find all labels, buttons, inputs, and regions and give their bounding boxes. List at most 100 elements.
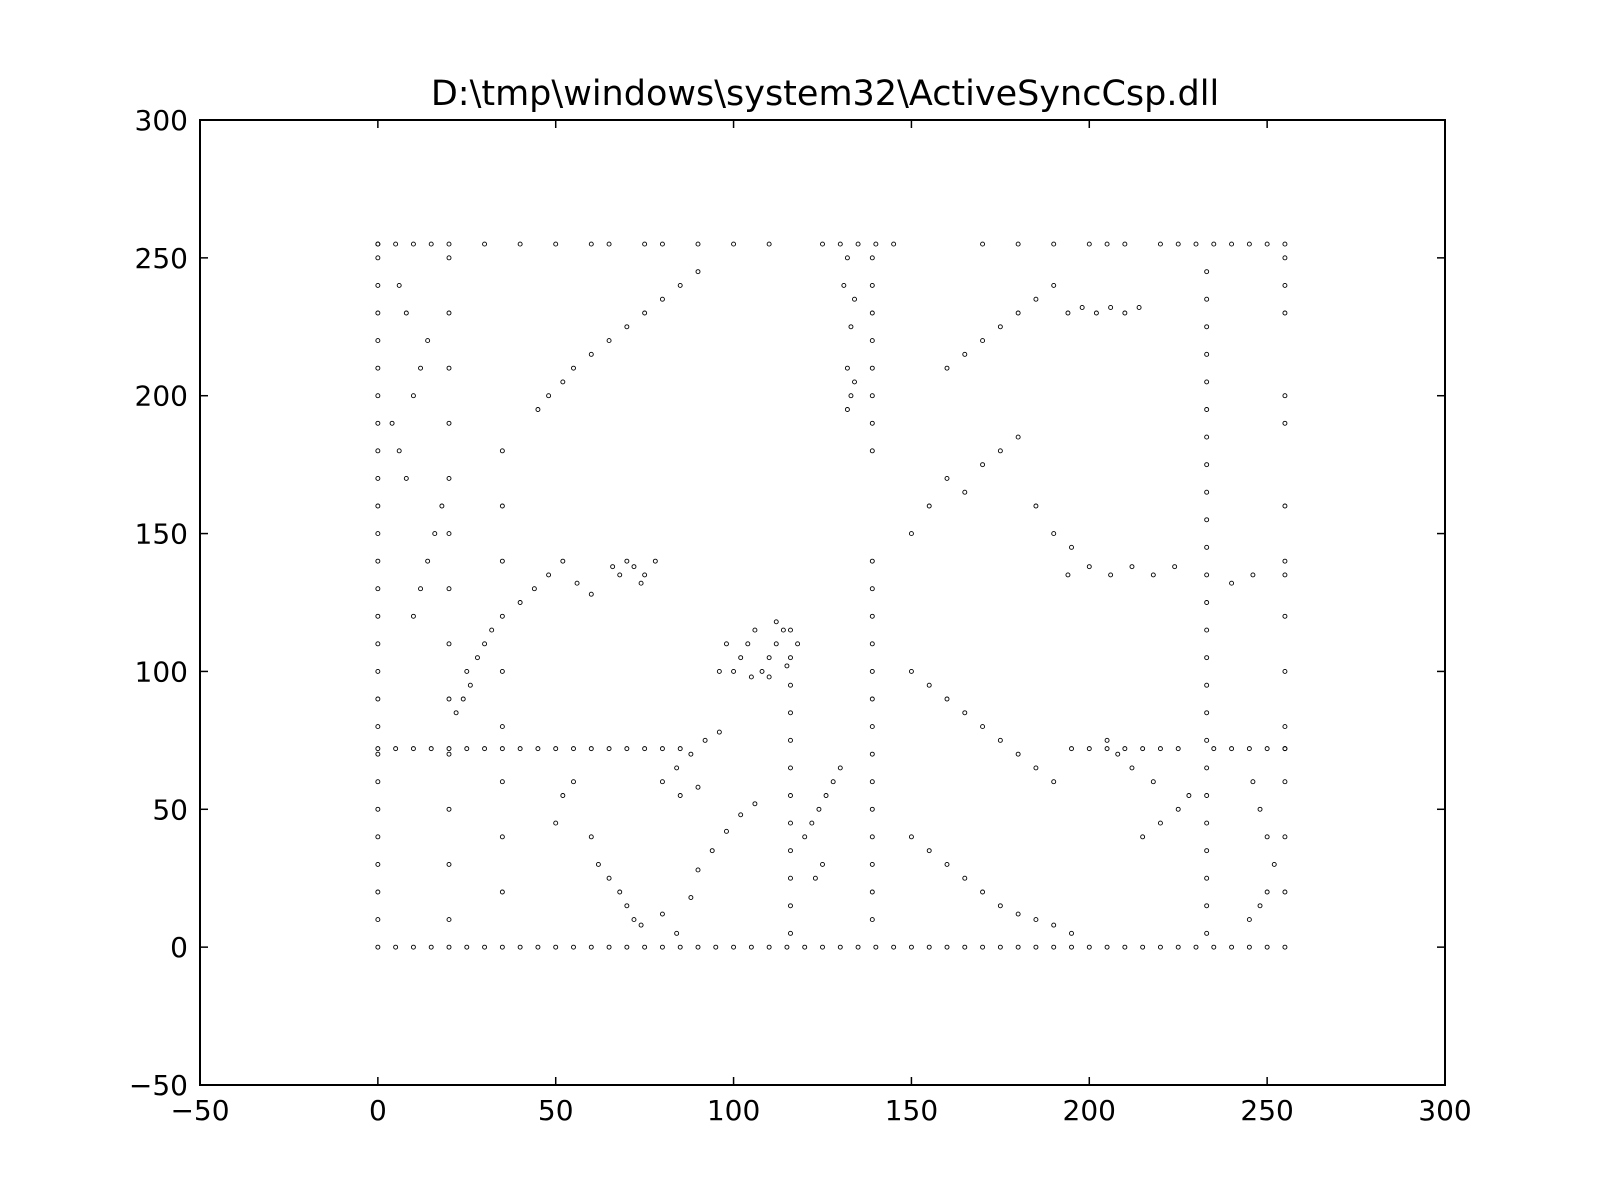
scatter-point xyxy=(482,241,488,247)
scatter-point xyxy=(375,255,381,261)
scatter-point xyxy=(869,779,875,785)
scatter-point xyxy=(410,746,416,752)
scatter-point xyxy=(1204,407,1210,412)
scatter-point xyxy=(375,746,381,752)
scatter-point xyxy=(1051,922,1057,928)
scatter-point xyxy=(588,351,594,357)
scatter-point xyxy=(610,564,616,570)
scatter-point xyxy=(802,834,808,840)
scatter-point xyxy=(869,282,875,288)
scatter-point xyxy=(588,241,594,247)
y-tick-label: 150 xyxy=(135,518,188,551)
scatter-point xyxy=(1204,820,1210,826)
scatter-point xyxy=(766,674,772,680)
scatter-point xyxy=(1122,746,1128,752)
scatter-point xyxy=(944,365,950,371)
scatter-point xyxy=(482,944,488,950)
scatter-point xyxy=(1157,820,1163,826)
scatter-point xyxy=(1282,613,1288,619)
y-tick-label: 250 xyxy=(135,242,188,275)
scatter-point xyxy=(1115,751,1121,757)
scatter-point xyxy=(1204,489,1210,495)
scatter-point xyxy=(659,746,665,752)
scatter-point xyxy=(1204,765,1210,771)
y-axis: −50 0 50 100 150 200 250 300 xyxy=(129,104,1445,1102)
scatter-point xyxy=(784,944,790,950)
scatter-point xyxy=(784,663,790,669)
scatter-point xyxy=(631,917,637,923)
scatter-point xyxy=(1150,779,1156,785)
scatter-point xyxy=(1282,420,1288,426)
scatter-point xyxy=(1282,393,1288,399)
chart-title: D:\tmp\windows\system32\ActiveSyncCsp.dl… xyxy=(431,74,1219,114)
scatter-point xyxy=(869,393,875,399)
scatter-point xyxy=(1175,746,1181,752)
scatter-point xyxy=(752,801,758,807)
scatter-point xyxy=(1282,241,1288,247)
scatter-point xyxy=(869,806,875,812)
scatter-point xyxy=(403,310,409,316)
scatter-point xyxy=(855,241,861,247)
scatter-point xyxy=(1069,544,1074,550)
scatter-point xyxy=(482,641,488,647)
scatter-point xyxy=(869,613,875,619)
scatter-point xyxy=(788,793,793,798)
scatter-point xyxy=(499,448,505,454)
scatter-point xyxy=(375,241,381,247)
scatter-point xyxy=(1079,305,1085,310)
x-tick-label: 250 xyxy=(1240,1094,1293,1127)
scatter-point xyxy=(1140,834,1146,840)
scatter-point xyxy=(1104,737,1110,743)
scatter-point xyxy=(1136,305,1142,310)
scatter-point xyxy=(375,861,381,867)
scatter-point xyxy=(606,944,612,950)
scatter-point xyxy=(499,944,505,950)
scatter-point xyxy=(695,944,701,950)
scatter-point xyxy=(606,338,612,344)
scatter-point xyxy=(396,282,402,288)
scatter-point xyxy=(1282,668,1288,674)
scatter-point xyxy=(997,737,1003,743)
scatter-point xyxy=(788,627,793,633)
scatter-point xyxy=(1246,746,1252,752)
scatter-point xyxy=(446,475,452,481)
scatter-point xyxy=(745,641,751,647)
scatter-point xyxy=(624,944,630,950)
scatter-point xyxy=(375,448,381,454)
scatter-point xyxy=(677,282,683,288)
scatter-point xyxy=(869,889,875,895)
scatter-point xyxy=(1264,746,1270,752)
scatter-point xyxy=(418,586,423,592)
scatter-point xyxy=(432,531,438,537)
scatter-point xyxy=(403,475,409,481)
scatter-point xyxy=(1204,296,1210,302)
scatter-point xyxy=(588,746,594,752)
scatter-point xyxy=(1157,746,1163,752)
scatter-point xyxy=(446,531,452,537)
scatter-point xyxy=(571,365,576,371)
scatter-point xyxy=(1204,600,1210,605)
scatter-point xyxy=(446,751,452,757)
scatter-point xyxy=(1204,848,1210,854)
scatter-point xyxy=(1015,241,1021,247)
scatter-point xyxy=(446,696,452,702)
scatter-point xyxy=(738,655,744,661)
scatter-point xyxy=(439,503,445,509)
scatter-point xyxy=(848,393,854,399)
scatter-point xyxy=(375,641,381,647)
scatter-point xyxy=(1186,793,1192,798)
scatter-point xyxy=(695,241,701,247)
y-tick-label: −50 xyxy=(129,1069,188,1102)
scatter-point xyxy=(517,944,523,950)
scatter-point xyxy=(980,889,986,895)
scatter-point xyxy=(1204,710,1210,716)
scatter-point xyxy=(517,746,523,752)
x-tick-label: 200 xyxy=(1063,1094,1116,1127)
scatter-point xyxy=(748,674,754,680)
data-points xyxy=(375,241,1288,950)
scatter-point xyxy=(531,586,537,592)
scatter-point xyxy=(499,746,505,752)
scatter-point xyxy=(926,503,932,509)
scatter-point xyxy=(464,668,470,674)
scatter-point xyxy=(926,682,932,688)
